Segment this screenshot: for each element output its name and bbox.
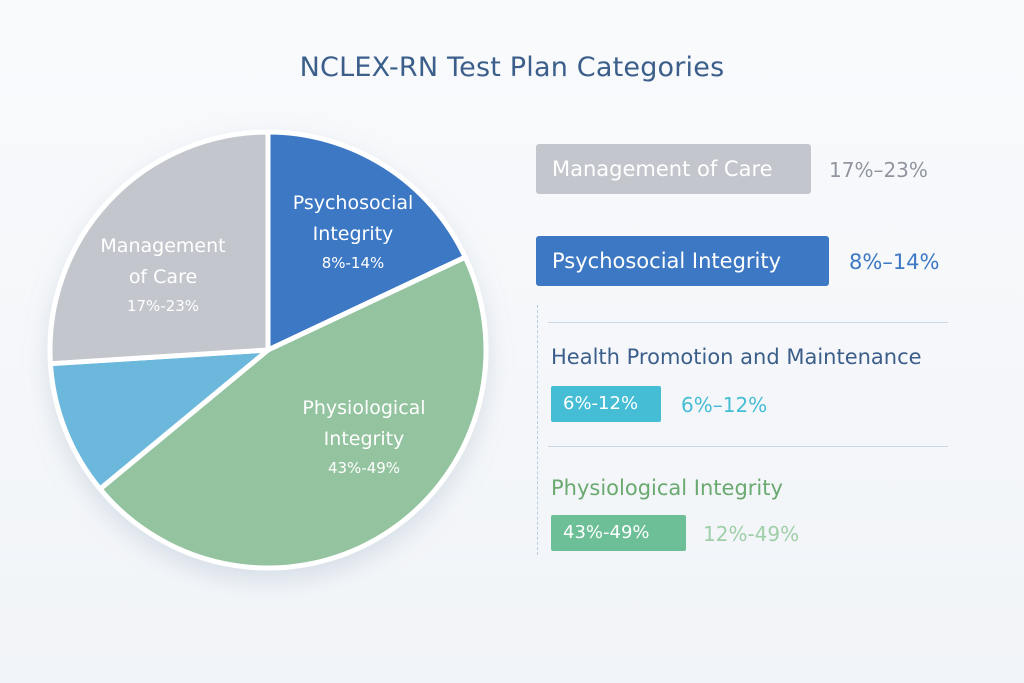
chart-title: NCLEX-RN Test Plan Categories	[299, 52, 725, 83]
legend-divider	[548, 446, 948, 447]
legend-badge-management-of-care: Management of Care	[536, 144, 811, 194]
legend-heading-health-promotion: Health Promotion and Maintenance	[551, 345, 922, 369]
legend-divider-vertical	[537, 305, 538, 555]
slice-range-label: 43%-49%	[328, 459, 400, 477]
pie-slice-management-of-care	[47, 129, 271, 367]
legend-heading-physiological-integrity: Physiological Integrity	[551, 476, 783, 500]
legend-badge-psychosocial-integrity: Psychosocial Integrity	[536, 236, 829, 286]
pie-chart: Psychosocial Integrity 8%-14% Physiological…	[47, 129, 489, 571]
pie-slice-health-promotion-and-maintenance	[47, 347, 271, 492]
slice-range-label: 8%-14%	[322, 254, 385, 272]
slice-range-label: 17%-23%	[127, 297, 199, 315]
legend-range-physiological-integrity: 12%-49%	[703, 522, 800, 546]
slice-label: of Care	[129, 266, 197, 288]
slice-label: Psychosocial	[293, 192, 414, 214]
slice-label: Physiological	[302, 397, 425, 419]
slice-label: Management	[100, 235, 225, 257]
legend-range-management-of-care: 17%–23%	[829, 158, 928, 182]
slice-label: Integrity	[324, 428, 405, 450]
legend-badge-physiological-integrity: 43%-49%	[551, 515, 686, 551]
pie-slice-psychosocial-integrity	[265, 129, 468, 353]
legend-divider	[548, 322, 948, 323]
legend-range-psychosocial-integrity: 8%–14%	[849, 250, 940, 274]
legend-badge-health-promotion: 6%-12%	[551, 386, 661, 422]
slice-label: Integrity	[313, 223, 394, 245]
pie-slice-physiological-integrity	[97, 254, 489, 571]
legend-range-health-promotion: 6%–12%	[681, 393, 768, 417]
